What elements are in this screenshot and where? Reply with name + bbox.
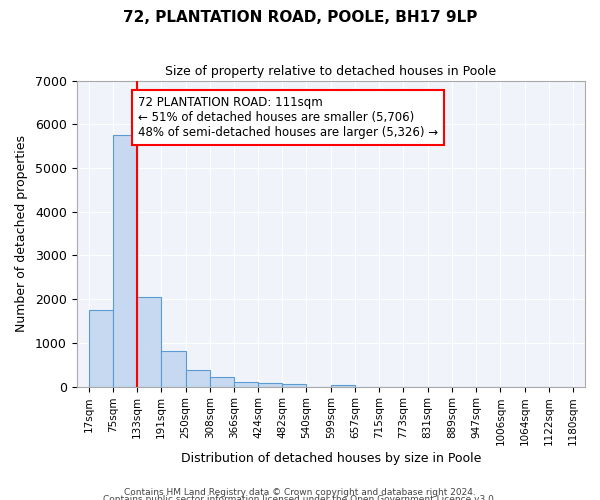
Bar <box>331 385 355 386</box>
Bar <box>258 384 283 386</box>
Y-axis label: Number of detached properties: Number of detached properties <box>15 135 28 332</box>
Bar <box>283 384 307 386</box>
Text: Contains HM Land Registry data © Crown copyright and database right 2024.: Contains HM Land Registry data © Crown c… <box>124 488 476 497</box>
Text: 72 PLANTATION ROAD: 111sqm
← 51% of detached houses are smaller (5,706)
48% of s: 72 PLANTATION ROAD: 111sqm ← 51% of deta… <box>138 96 438 139</box>
Bar <box>89 310 113 386</box>
Text: Contains public sector information licensed under the Open Government Licence v3: Contains public sector information licen… <box>103 496 497 500</box>
Bar <box>113 135 137 386</box>
Bar <box>161 350 186 386</box>
Text: 72, PLANTATION ROAD, POOLE, BH17 9LP: 72, PLANTATION ROAD, POOLE, BH17 9LP <box>123 10 477 25</box>
Bar <box>210 377 234 386</box>
Bar <box>234 382 258 386</box>
Bar <box>137 297 161 386</box>
Title: Size of property relative to detached houses in Poole: Size of property relative to detached ho… <box>165 65 496 78</box>
Bar <box>186 370 210 386</box>
X-axis label: Distribution of detached houses by size in Poole: Distribution of detached houses by size … <box>181 452 481 465</box>
